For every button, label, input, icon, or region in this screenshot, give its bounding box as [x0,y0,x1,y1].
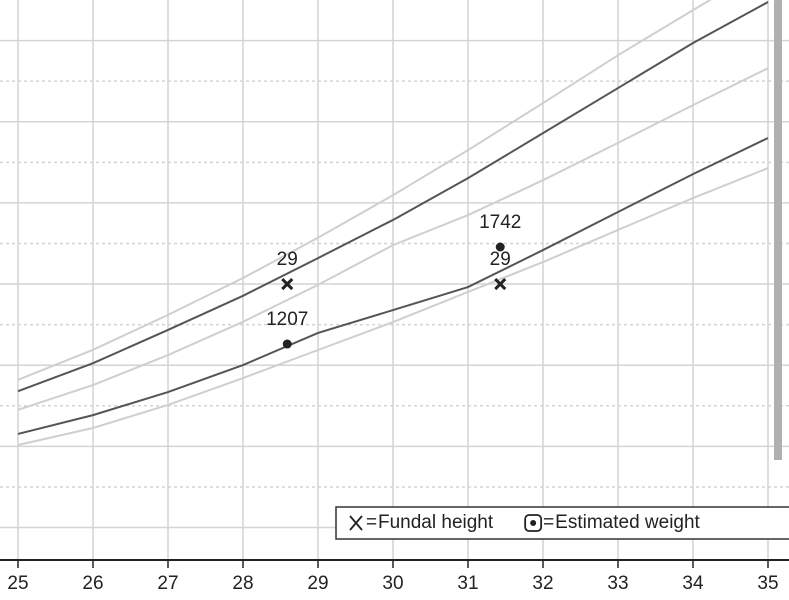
legend-box [335,506,789,540]
legend-separator: = [366,512,377,533]
x-tick-label: 33 [607,573,628,594]
scrollbar [774,0,782,460]
data-label: 29 [277,249,298,270]
reference-curve [17,67,769,411]
x-tick-label: 29 [307,573,328,594]
x-tick-label: 26 [82,573,103,594]
x-tick-label: 25 [7,573,28,594]
reference-curve [17,1,769,393]
reference-curve [17,0,712,381]
x-tick-label: 30 [382,573,403,594]
legend-separator: = [543,512,554,533]
legend-label: Fundal height [378,512,494,533]
x-tick-label: 31 [457,573,478,594]
x-tick-label: 32 [532,573,553,594]
fundal-height-point [281,277,294,291]
weight-point [495,242,505,252]
legend-icon [530,520,537,526]
legend-icon [524,514,543,532]
legend-icon [349,515,363,531]
data-label: 1207 [266,309,308,330]
legend-label: Estimated weight [555,512,700,533]
x-tick-label: 27 [157,573,178,594]
x-tick-label: 34 [682,573,704,594]
reference-curve [17,137,769,435]
reference-curve [17,167,769,447]
data-label: 29 [490,249,511,270]
x-tick-label: 28 [232,573,253,594]
weight-point [282,339,292,349]
fundal-height-point [494,277,507,291]
x-tick-label: 35 [757,573,778,594]
data-label: 1742 [479,212,521,233]
